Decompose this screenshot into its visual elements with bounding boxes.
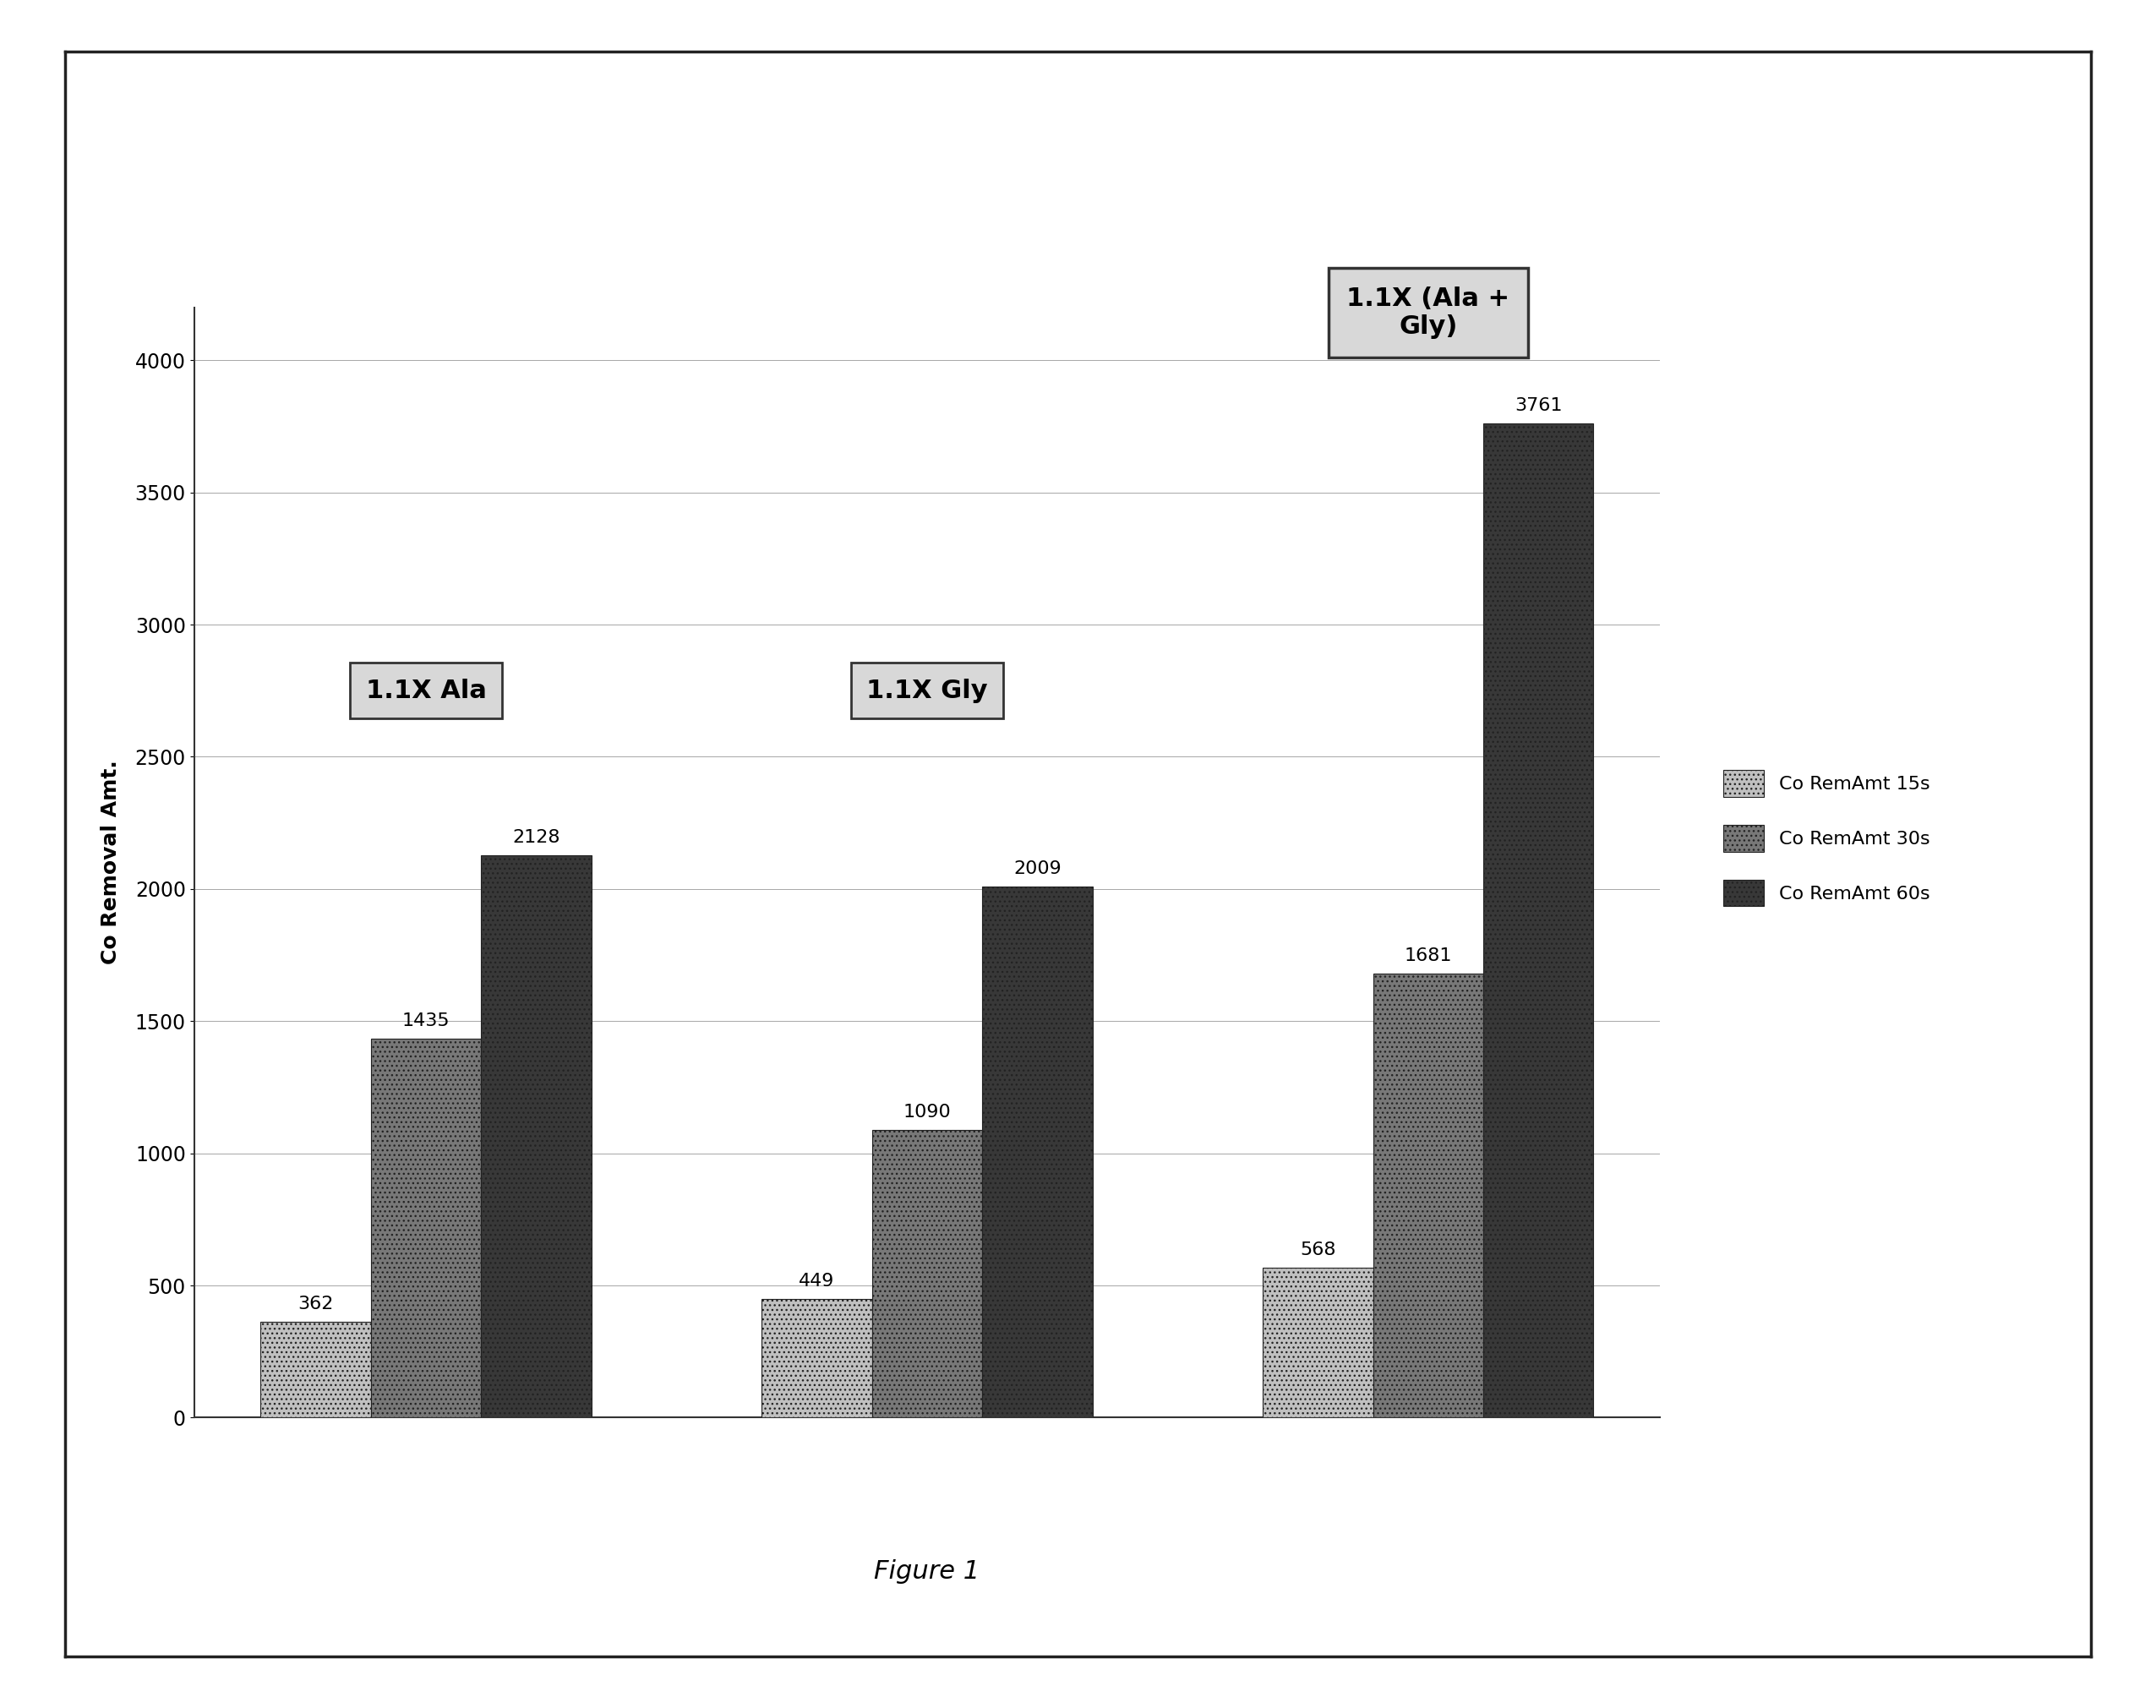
Text: 1090: 1090	[903, 1103, 951, 1120]
Bar	[261, 1322, 371, 1418]
Bar	[983, 886, 1093, 1418]
Text: 1.1X Ala: 1.1X Ala	[367, 678, 487, 704]
Bar	[761, 1300, 871, 1418]
Text: 362: 362	[298, 1296, 334, 1313]
Text: 3761: 3761	[1514, 398, 1563, 415]
Bar	[481, 856, 591, 1418]
Legend: Co RemAmt 15s, Co RemAmt 30s, Co RemAmt 60s: Co RemAmt 15s, Co RemAmt 30s, Co RemAmt …	[1714, 760, 1940, 915]
Bar	[1263, 1267, 1373, 1418]
Bar	[1373, 974, 1483, 1418]
Bar	[871, 1129, 983, 1418]
Text: 1.1X Gly: 1.1X Gly	[867, 678, 987, 704]
Text: 449: 449	[800, 1272, 834, 1290]
Text: 1435: 1435	[403, 1013, 451, 1028]
Text: Figure 1: Figure 1	[873, 1559, 981, 1583]
Text: 2128: 2128	[513, 828, 561, 845]
Text: 1681: 1681	[1404, 948, 1451, 963]
Text: 2009: 2009	[1013, 861, 1061, 878]
Y-axis label: Co Removal Amt.: Co Removal Amt.	[101, 760, 121, 965]
Bar	[1483, 424, 1593, 1418]
Bar	[371, 1038, 481, 1418]
Text: 1.1X (Ala +
Gly): 1.1X (Ala + Gly)	[1348, 287, 1509, 340]
Text: 568: 568	[1300, 1242, 1337, 1259]
